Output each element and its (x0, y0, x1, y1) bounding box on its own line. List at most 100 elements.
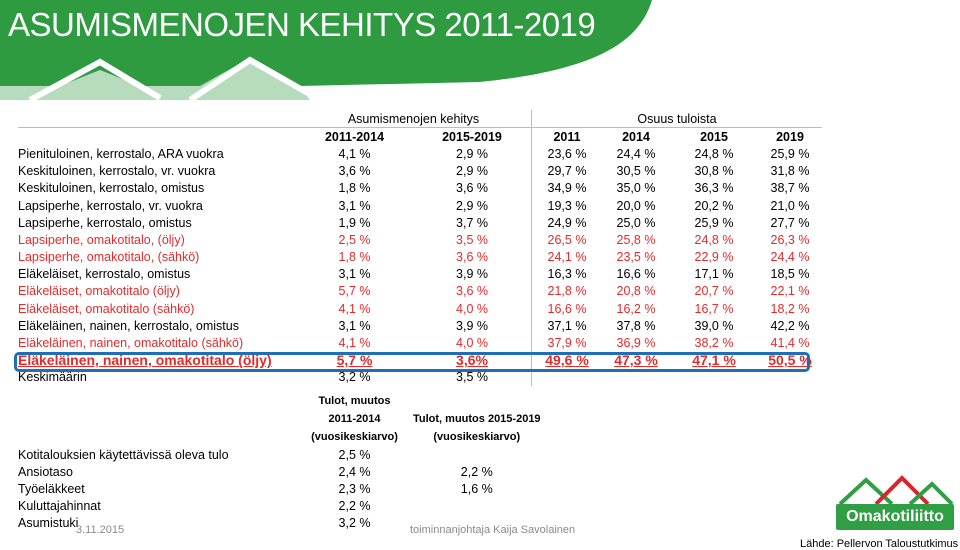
table-cell: 2,5 % (338, 447, 371, 462)
table-cell: 1,8 % (338, 250, 371, 265)
table-cell (413, 498, 541, 515)
table-cell: 36,3 % (694, 181, 734, 196)
source-note: Lähde: Pellervon Taloustutkimus (800, 538, 959, 550)
income-header-2011-2014: Tulot, muutos 2011-2014 (vuosikeskiarvo) (311, 395, 398, 443)
table-cell: 16,7 % (694, 301, 734, 316)
income-table: Tulot, muutos 2011-2014 (vuosikeskiarvo)… (18, 392, 541, 532)
table-cell: 47,1 % (692, 352, 736, 369)
table-row: Eläkeläinen, nainen, omakotitalo (sähkö)… (18, 334, 822, 352)
row-label: Keskituloinen, kerrostalo, vr. vuokra (18, 164, 216, 179)
table-cell: 3,6 % (413, 248, 532, 266)
table-cell: 2,5 % (338, 232, 371, 247)
table-cell: 19,3 % (547, 198, 587, 213)
footer-date: 3.11.2015 (76, 524, 125, 536)
table-cell: 23,6 % (547, 146, 587, 161)
table-cell: 37,8 % (616, 318, 656, 333)
table-cell: 2,3 % (338, 481, 371, 496)
table-row: Ansiotaso 2,4 % 2,2 % (18, 463, 541, 480)
page-title: ASUMISMENOJEN KEHITYS 2011-2019 (8, 6, 596, 43)
table-cell: 18,5 % (770, 267, 810, 282)
table-cell: 30,5 % (616, 164, 656, 179)
column-header-row: 2011-2014 2015-2019 2011 2014 2015 2019 (18, 127, 822, 146)
table-cell: 22,1 % (770, 284, 810, 299)
table-cell: 42,2 % (770, 318, 810, 333)
table-cell: 20,8 % (616, 284, 656, 299)
table-cell: 16,2 % (616, 301, 656, 316)
table-cell: 16,6 % (616, 267, 656, 282)
row-label: Eläkeläiset, omakotitalo (öljy) (18, 284, 180, 299)
table-cell: 16,6 % (547, 301, 587, 316)
table-cell: 3,7 % (413, 214, 532, 232)
table-cell: 25,9 % (770, 146, 810, 161)
row-label: Eläkeläinen, nainen, omakotitalo (sähkö) (18, 336, 244, 351)
house-roofs-icon (838, 475, 954, 506)
table-cell: 3,1 % (338, 318, 371, 333)
table-cell: 3,2 % (338, 516, 371, 531)
table-cell: 36,9 % (616, 336, 656, 351)
table-row: Työeläkkeet 2,3 % 1,6 % (18, 480, 541, 497)
table-cell: 18,2 % (770, 301, 810, 316)
group-header-kehitys: Asumismenojen kehitys (296, 110, 532, 129)
logo: Omakotiliitto (836, 504, 954, 530)
table-cell: 3,1 % (338, 198, 371, 213)
table-cell: 47,3 % (614, 352, 658, 369)
table-row: Asumistuki 3,2 % (18, 515, 541, 532)
footer-presenter: toiminnanjohtaja Kaija Savolainen (410, 524, 576, 536)
header-banner (0, 0, 652, 100)
table-cell: 2,2 % (338, 499, 371, 514)
row-label: Kotitalouksien käytettävissä oleva tulo (18, 447, 229, 462)
table-cell: 2,9 % (413, 145, 532, 163)
table-cell: 4,0 % (413, 300, 532, 318)
table-cell: 21,8 % (547, 284, 587, 299)
table-cell: 49,6 % (545, 352, 589, 369)
table-cell: 31,8 % (770, 164, 810, 179)
table-row: Eläkeläiset, kerrostalo, omistus 3,1 % 3… (18, 265, 822, 283)
table-cell: 41,4 % (770, 336, 810, 351)
column-header: 2011-2014 (324, 129, 385, 144)
table-cell: 4,1 % (338, 336, 371, 351)
column-header: 2019 (776, 129, 804, 144)
table-cell: 37,1 % (547, 318, 587, 333)
table-cell: 3,6 % (338, 164, 371, 179)
row-label: Keskimäärin (18, 370, 87, 385)
table-cell: 3,6 % (413, 282, 532, 301)
table-row: Kuluttajahinnat 2,2 % (18, 498, 541, 515)
group-header-osuus: Osuus tuloista (531, 110, 822, 129)
table-cell: 3,6 % (413, 179, 532, 197)
table-row: Lapsiperhe, kerrostalo, vr. vuokra 3,1 %… (18, 196, 822, 215)
table-cell: 3,9 % (413, 265, 532, 283)
table-cell: 3,5 % (413, 368, 532, 386)
column-header: 2011 (553, 129, 581, 144)
table-cell: 20,7 % (694, 284, 734, 299)
row-label: Eläkeläiset, omakotitalo (sähkö) (18, 301, 195, 316)
table-row: Eläkeläiset, omakotitalo (sähkö) 4,1 % 4… (18, 300, 822, 318)
table-cell: 24,1 % (547, 250, 587, 265)
average-row: Keskimäärin 3,2 % 3,5 % (18, 368, 822, 386)
table-row: Eläkeläinen, nainen, kerrostalo, omistus… (18, 317, 822, 335)
table-cell (413, 446, 541, 463)
group-header-row: Asumismenojen kehitys Osuus tuloista (18, 110, 822, 129)
table-cell: 20,0 % (616, 198, 656, 213)
table-cell: 29,7 % (547, 164, 587, 179)
highlighted-row: Eläkeläinen, nainen, omakotitalo (öljy) … (18, 351, 822, 369)
table-row: Eläkeläiset, omakotitalo (öljy) 5,7 % 3,… (18, 282, 822, 301)
table-cell: 37,9 % (547, 336, 587, 351)
table-cell: 34,9 % (547, 181, 587, 196)
table-cell: 50,5 % (768, 352, 812, 369)
table-cell: 4,1 % (338, 146, 371, 161)
table-cell: 5,7 % (336, 352, 373, 369)
income-header-row: Tulot, muutos 2011-2014 (vuosikeskiarvo)… (18, 392, 540, 446)
table-row: Kotitalouksien käytettävissä oleva tulo … (18, 446, 541, 463)
table-row: Lapsiperhe, kerrostalo, omistus 1,9 % 3,… (18, 214, 822, 232)
table-cell: 2,4 % (338, 464, 371, 479)
table-cell: 25,0 % (616, 215, 656, 230)
table-cell: 27,7 % (770, 215, 810, 230)
column-header: 2014 (622, 129, 650, 144)
row-label: Lapsiperhe, omakotitalo, (öljy) (18, 232, 185, 247)
table-cell: 25,8 % (616, 232, 656, 247)
column-header: 2015-2019 (413, 127, 532, 146)
highlight-frame (14, 352, 810, 372)
table-cell: 21,0 % (770, 198, 810, 213)
table-cell: 24,4 % (616, 146, 656, 161)
row-label: Ansiotaso (18, 464, 73, 479)
